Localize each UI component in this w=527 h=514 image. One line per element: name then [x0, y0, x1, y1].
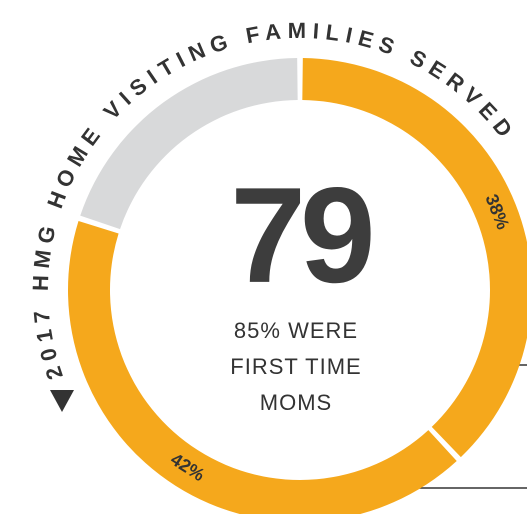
center-text: FIRST TIME: [230, 354, 361, 379]
donut-segment: [80, 58, 298, 230]
center-text: 85% WERE: [234, 318, 358, 343]
center-value: 79: [230, 159, 371, 311]
center-text: MOMS: [260, 390, 332, 415]
donut-segment: [68, 221, 457, 514]
donut-segment: [302, 58, 527, 458]
arrow: [50, 390, 74, 412]
